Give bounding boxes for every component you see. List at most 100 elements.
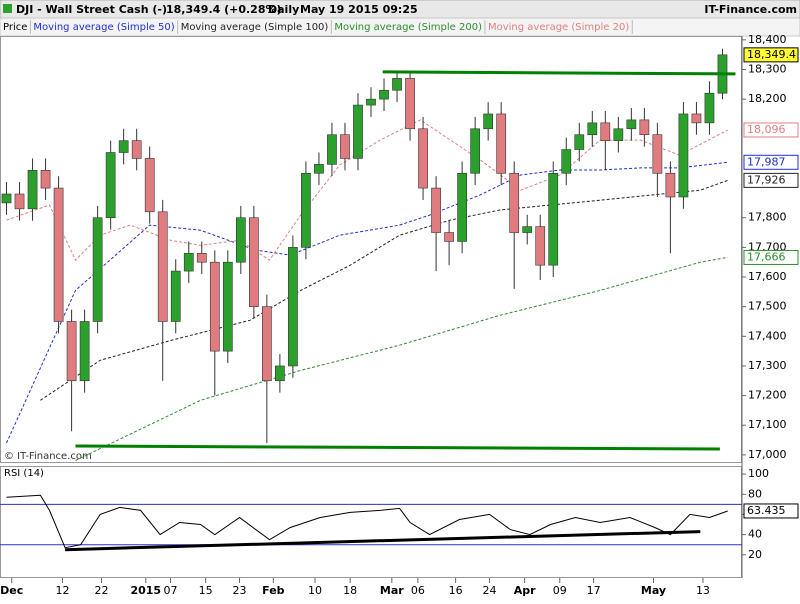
x-tick-label: 09 [553,584,567,597]
candle-body [340,134,350,159]
candle-body [639,119,650,136]
moving-average [6,161,728,444]
value-box [743,249,799,265]
candle-body [366,98,376,106]
value-label: 63.435 [747,504,786,517]
value-box [743,503,799,519]
value-box [743,154,799,170]
candle-body [222,261,233,352]
trendline [65,530,701,552]
candle-body [379,89,389,100]
candle-body [53,187,64,322]
candle-body [509,172,520,233]
candle-body [275,365,285,382]
candle-body [183,252,194,272]
y-tick-label: 18,400 [748,33,787,46]
x-tick-label: Feb [262,584,285,597]
candle-body [209,261,220,352]
rsi-title: RSI (14) [4,468,44,479]
legend-item: Moving average (Simple 200) [334,22,482,33]
moving-average [6,119,728,261]
x-tick-label: 18 [343,584,357,597]
legend-item: Moving average (Simple 20) [488,22,629,33]
value-label: 17,666 [747,250,786,263]
candle-body [587,122,598,136]
candle-body [92,217,103,322]
x-tick-label: 10 [308,584,322,597]
y-tick-label: 100 [748,467,769,480]
y-tick-label: 17,100 [748,418,787,431]
x-tick-label: Mar [380,584,404,597]
candle-body [353,104,363,159]
value-label: 17,926 [747,173,786,186]
brand: IT-Finance.com [704,3,797,16]
candle-body [704,92,715,124]
candle-body [1,193,12,204]
candle-body [665,172,676,198]
y-tick-label: 17,200 [748,389,787,402]
candle-body [522,226,533,233]
candle-body [405,78,415,130]
candle-body [535,226,546,266]
symbol: DJI - Wall Street Cash (-) [16,3,167,16]
y-tick-label: 17,000 [748,448,787,461]
candle-body [431,187,441,233]
candle-body [40,169,51,189]
candle-body [548,172,559,266]
candle-body [457,172,467,242]
x-tick-label: 15 [199,584,213,597]
candle-body [157,211,168,322]
x-tick-label: Dec [0,584,23,597]
y-tick-label: 17,500 [748,300,787,313]
candle-body [235,217,246,263]
moving-average [40,179,728,401]
x-tick-label: 22 [95,584,109,597]
candle-body [470,128,480,174]
x-tick-label: Apr [514,584,536,597]
period: Daily [268,3,299,16]
legend-item: Moving average (Simple 50) [33,22,174,33]
candle-body [79,321,90,382]
y-tick-label: 17,300 [748,359,787,372]
x-tick-label: 07 [164,584,178,597]
legend-item: Moving average (Simple 100) [181,22,329,33]
candle-body [691,113,702,124]
rsi-line [6,494,728,549]
x-tick-label: 16 [449,584,463,597]
x-tick-label: 12 [55,584,69,597]
candle-body [444,232,454,242]
candle-body [327,134,337,165]
candle-body [105,152,116,219]
x-tick-label: 06 [411,584,425,597]
candle-body [626,119,637,130]
value-label: 17,987 [747,155,786,168]
candle-body [14,193,25,210]
y-tick-label: 18,300 [748,62,787,75]
candle-body [27,169,38,210]
candle-body [418,128,428,189]
candle-body [262,306,272,382]
candle-body [301,172,311,248]
value-box [743,122,799,138]
value-label: 18,349.4 [747,48,796,61]
header-icon [3,4,12,13]
x-tick-label: 2015 [130,584,161,597]
candle-body [652,134,663,174]
candle-body [248,217,259,307]
datetime: May 19 2015 09:25 [300,3,418,16]
watermark: © IT-Finance.com [4,451,92,462]
moving-average [75,256,728,461]
candles [1,48,728,444]
y-tick-label: 18,200 [748,92,787,105]
x-tick-label: 17 [587,584,601,597]
trendline [382,70,736,76]
candle-body [496,113,507,174]
candle-body [561,149,572,174]
trendline [75,444,720,451]
candle-body [574,134,585,150]
candle-body [118,140,129,153]
y-tick-label: 20 [748,548,762,561]
candle-body [170,270,181,322]
